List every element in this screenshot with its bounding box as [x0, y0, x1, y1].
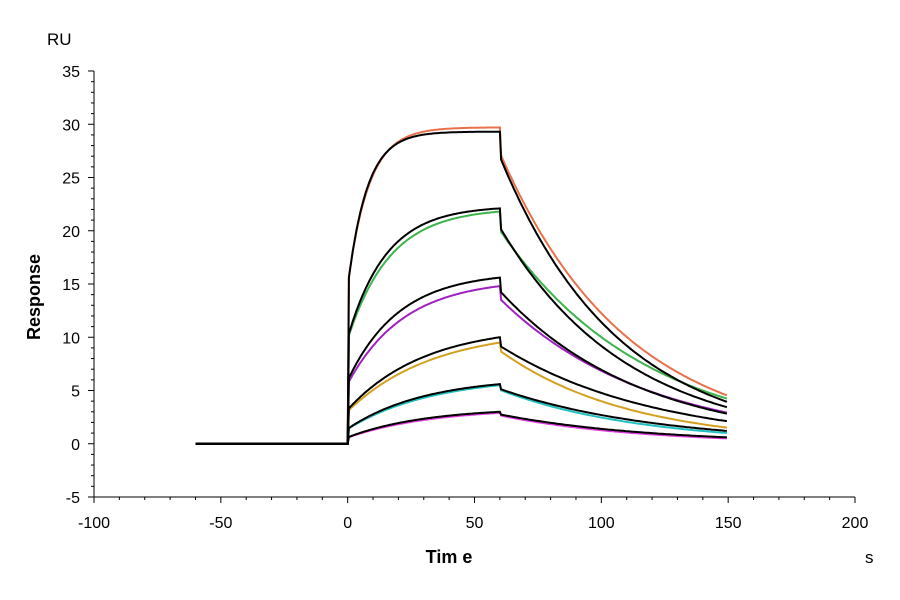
x-axis: -100 -50 0 50 100 150 200: [78, 496, 869, 532]
x-axis-title: Tim e: [426, 547, 473, 567]
y-unit-label: RU: [47, 30, 72, 49]
y-tick-label: 20: [62, 224, 80, 241]
x-tick-label: 0: [343, 515, 352, 532]
fit-curves: [195, 130, 728, 445]
y-tick-label: 25: [62, 171, 80, 188]
y-axis-title: Response: [24, 254, 44, 340]
fit-curve-line: [195, 276, 728, 445]
y-tick-label: -5: [66, 490, 80, 507]
data-series-line: [195, 210, 728, 445]
x-tick-label: -100: [78, 515, 110, 532]
y-tick-label: 15: [62, 277, 80, 294]
y-axis: -5 0 5 10 15 20 25 30 35: [62, 64, 95, 507]
y-tick-label: 30: [62, 117, 80, 134]
fit-curve-line: [195, 410, 727, 445]
data-series-line: [195, 126, 728, 445]
fit-curve-line: [195, 130, 728, 445]
y-tick-label: 10: [62, 330, 80, 347]
x-unit-label: s: [865, 548, 874, 567]
data-series-line: [195, 341, 728, 445]
x-tick-label: 50: [466, 515, 484, 532]
x-tick-label: -50: [209, 515, 232, 532]
x-tick-label: 200: [842, 515, 869, 532]
x-tick-label: 100: [588, 515, 615, 532]
y-tick-label: 5: [71, 384, 80, 401]
fit-curve-line: [195, 383, 727, 445]
fit-curve-line: [195, 207, 728, 445]
y-tick-label: 35: [62, 64, 80, 81]
y-tick-label: 0: [71, 437, 80, 454]
data-series-line: [195, 411, 727, 445]
plot-area: [195, 126, 728, 445]
x-tick-label: 150: [715, 515, 742, 532]
fit-curve-line: [195, 336, 728, 445]
